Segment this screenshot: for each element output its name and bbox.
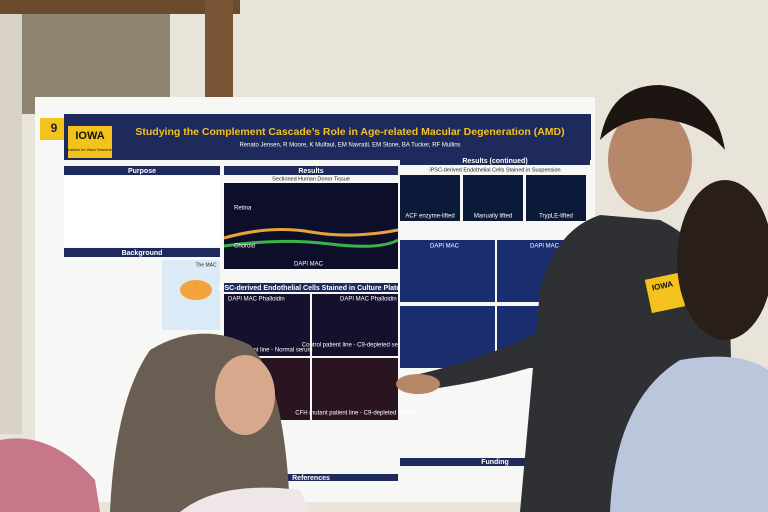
panel-title: Sectioned Human Donor Tissue	[272, 176, 350, 182]
tissue-image	[224, 183, 398, 269]
section-title: Background	[122, 250, 163, 257]
cell-image	[312, 294, 398, 356]
panel-title: iPSC-derived Endothelial Cells Stained i…	[218, 285, 404, 292]
cell-image	[400, 240, 495, 302]
text-block	[64, 176, 220, 246]
woman-face	[215, 355, 275, 435]
cell-image	[463, 175, 523, 221]
presenter-hand	[396, 374, 440, 394]
figure-shape	[180, 280, 212, 300]
figure-title: The MAC	[195, 262, 217, 268]
image-label: CFH mutant patient line - C9-depleted se…	[295, 411, 414, 417]
section-title: References	[292, 475, 330, 482]
image-label: Manually lifted	[474, 214, 512, 220]
number-tag	[40, 118, 68, 140]
image-label: DAPI MAC	[430, 244, 460, 250]
image-label: Control patient line - Normal serum	[219, 348, 312, 354]
poster-title: Studying the Complement Cascade’s Role i…	[135, 126, 564, 138]
wall-edge	[0, 14, 22, 434]
section-bar	[224, 166, 398, 175]
choroid-layer	[223, 228, 399, 240]
window-frame	[0, 0, 240, 14]
listener-shirt	[610, 356, 768, 512]
image-label: DAPI MAC Phalloidin	[228, 297, 285, 303]
section-bar	[64, 248, 220, 257]
section-bar	[224, 474, 398, 481]
presenter-face	[608, 108, 692, 212]
section-title: Results	[298, 168, 323, 175]
panel-title: iPSC-derived Endothelial Cells Stained i…	[429, 167, 560, 173]
image-label: Control patient line - C9-depleted serum	[302, 343, 408, 349]
listener-head	[677, 180, 768, 340]
section-bar	[224, 283, 398, 292]
presenter-arm	[400, 330, 555, 392]
image-label: Choroid	[234, 244, 255, 250]
image-label: DAPI MAC	[530, 244, 560, 250]
section-bar	[64, 166, 220, 175]
section-bar	[400, 156, 590, 165]
image-label: DAPI MAC Phalloidin	[340, 297, 397, 303]
image-label: ACF enzyme-lifted	[405, 214, 454, 220]
cell-image	[526, 175, 586, 221]
woman-shirt	[180, 487, 310, 512]
image-label: Retina	[234, 206, 252, 212]
section-title: Funding	[481, 459, 509, 466]
presenter-hair	[600, 85, 725, 150]
section-title: Results (continued)	[462, 158, 527, 165]
cell-image	[312, 358, 398, 420]
poster-number: 9	[51, 121, 58, 135]
name-badge	[644, 272, 686, 314]
cell-image	[400, 175, 460, 221]
image-label: TrypLE-lifted	[539, 214, 573, 220]
logo-subtitle: Institute for Vision Research	[68, 148, 113, 152]
image-label: DAPI MAC	[294, 262, 324, 268]
logo: IOWA	[75, 130, 104, 142]
logo-box	[68, 126, 112, 158]
badge-logo: IOWA	[651, 279, 674, 292]
poster-header	[64, 114, 591, 160]
left-person	[0, 438, 100, 512]
poster-authors: Renato Jensen, R Moore, K Mulfaul, EM Na…	[239, 143, 460, 149]
section-title: Purpose	[128, 168, 156, 175]
section-bar	[400, 458, 590, 466]
window-frame	[205, 0, 233, 115]
stain-layer	[223, 238, 399, 248]
